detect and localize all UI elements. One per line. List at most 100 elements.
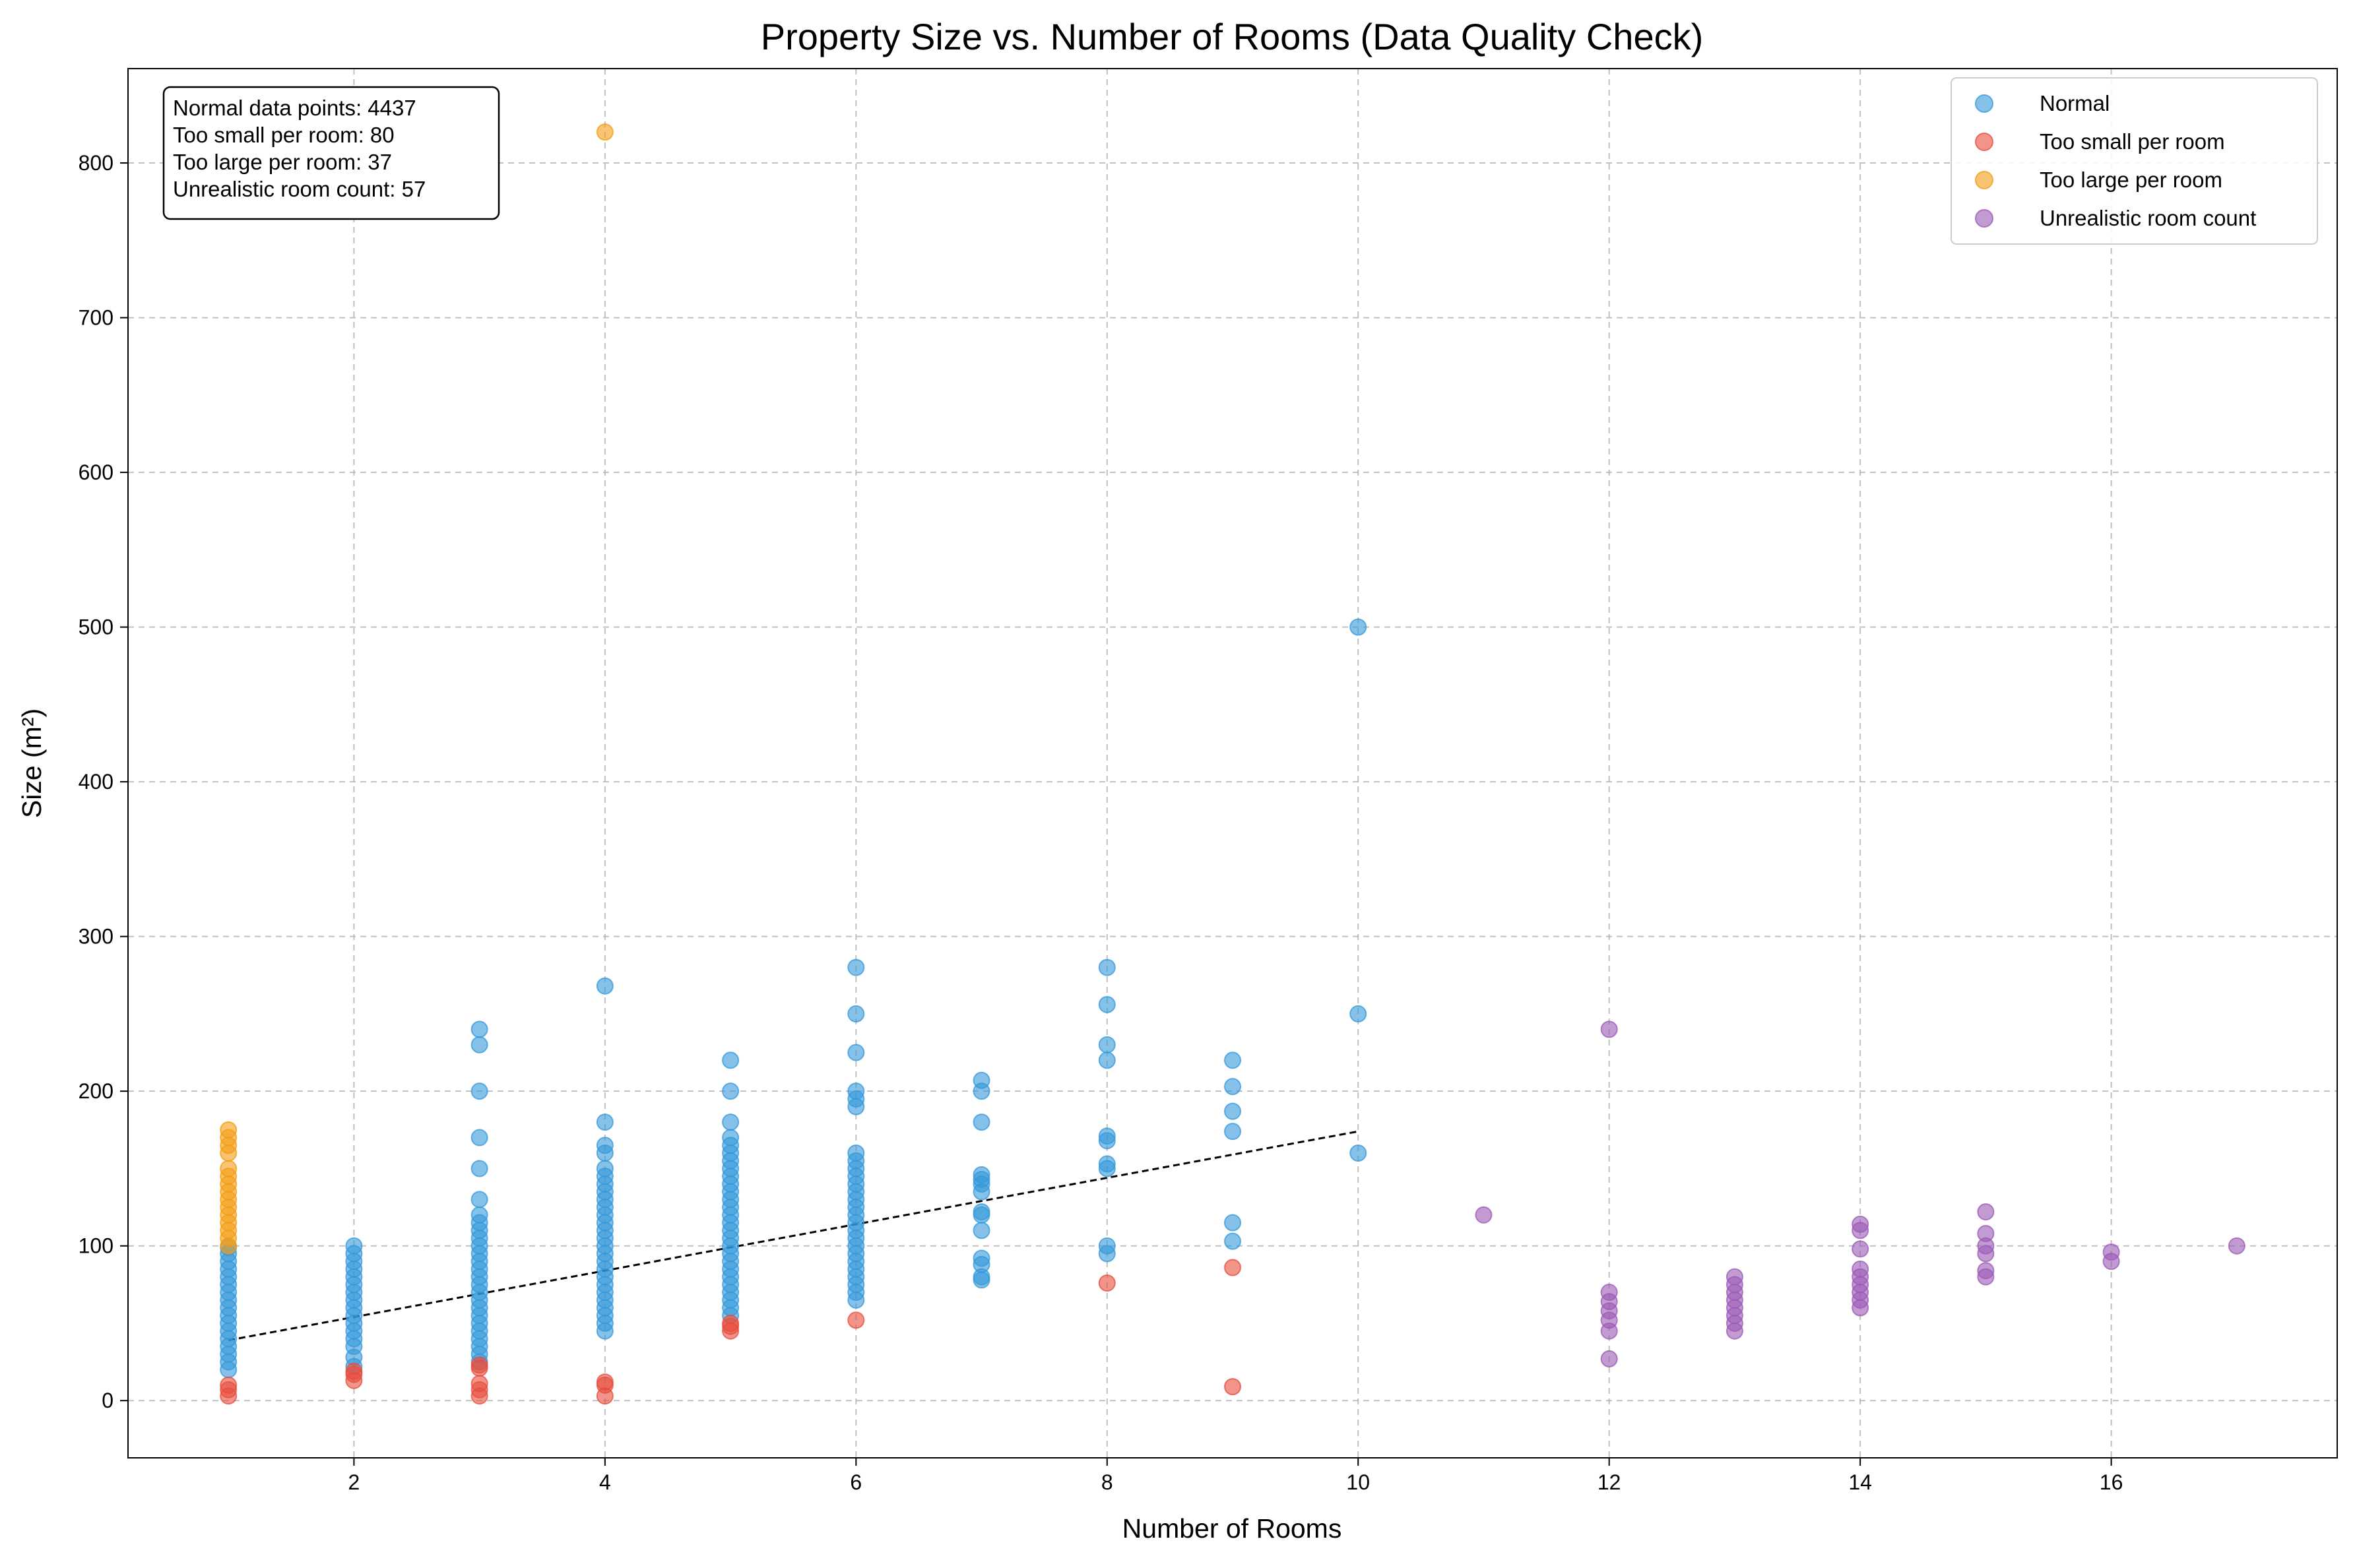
data-point [1098,958,1116,976]
data-point [973,1249,990,1267]
data-point [1977,1203,1995,1221]
data-point [722,1051,740,1069]
x-tick-label: 14 [1848,1470,1872,1494]
data-point [1224,1378,1241,1396]
y-tick-label: 800 [79,151,113,175]
legend-label: Unrealistic room count [2040,206,2256,230]
data-point [470,1356,488,1374]
data-point [722,1314,740,1332]
data-point [220,1160,238,1177]
data-point [973,1071,990,1089]
data-point [973,1166,990,1183]
y-tick-label: 0 [102,1389,113,1412]
data-point [722,1129,740,1146]
data-point [1224,1214,1241,1232]
data-point [596,1137,614,1154]
legend-label: Normal [2040,91,2110,115]
data-point [1349,618,1367,636]
data-point [847,1082,865,1100]
axis-ticks: 2 4 6 8 10 12 14 16 0 100 200 300 400 500 600 700 800 [79,151,2123,1494]
data-point [596,1160,614,1177]
y-tick-label: 600 [79,460,113,484]
legend-marker [1975,171,1993,189]
data-point [470,1129,488,1146]
data-point [973,1203,990,1221]
data-point [1600,1284,1618,1301]
data-point [470,1020,488,1038]
data-point [847,1311,865,1329]
y-tick-label: 100 [79,1234,113,1258]
data-point [1098,1237,1116,1255]
data-point [470,1206,488,1224]
stats-line: Too small per room: 80 [173,123,395,147]
x-tick-label: 2 [348,1470,360,1494]
data-point [345,1237,363,1255]
data-point [973,1222,990,1239]
legend: Normal Too small per room Too large per ro… [1951,77,2318,245]
data-point [1349,1144,1367,1162]
series-too-small-per-room [220,1259,1241,1405]
data-point [1349,1005,1367,1022]
y-tick-label: 500 [79,615,113,639]
data-point [847,1044,865,1061]
data-point [345,1362,363,1380]
data-point [722,1113,740,1131]
x-tick-label: 8 [1101,1470,1113,1494]
data-point [1224,1102,1241,1120]
y-tick-label: 300 [79,925,113,949]
data-point [1726,1268,1743,1286]
x-tick-label: 12 [1598,1470,1621,1494]
data-point [973,1113,990,1131]
data-point [596,1373,614,1391]
data-point [1852,1240,1869,1258]
data-points [220,123,2245,1405]
data-point [1977,1262,1995,1280]
stats-line: Unrealistic room count: 57 [173,177,426,201]
stats-box: Normal data points: 4437 Too small per ro… [162,86,500,220]
data-point [470,1375,488,1393]
data-point [1224,1078,1241,1096]
legend-marker [1975,133,1993,151]
stats-box-frame [162,86,500,220]
data-point [1098,1155,1116,1173]
y-axis-label: Size (m²) [16,708,47,818]
data-point [596,1113,614,1131]
legend-marker [1975,94,1993,113]
y-tick-label: 700 [79,306,113,330]
data-point [1224,1259,1241,1276]
legend-label: Too small per room [2040,129,2225,154]
data-point [470,1160,488,1177]
x-tick-label: 4 [599,1470,611,1494]
data-point [2102,1243,2120,1261]
plot-frame [127,68,2338,1458]
data-point [1475,1206,1493,1224]
y-tick-label: 400 [79,770,113,794]
data-point [1098,995,1116,1013]
x-tick-label: 6 [850,1470,862,1494]
legend-frame [1951,77,2318,245]
data-point [1098,1036,1116,1053]
x-axis-label: Number of Rooms [1122,1513,1342,1544]
data-point [1852,1260,1869,1278]
x-tick-label: 10 [1346,1470,1370,1494]
stats-line: Normal data points: 4437 [173,96,416,120]
chart-title: Property Size vs. Number of Rooms (Data … [761,16,1703,57]
data-point [1852,1215,1869,1233]
x-tick-label: 16 [2100,1470,2123,1494]
data-point [220,1376,238,1394]
data-point [2228,1237,2245,1255]
data-point [847,958,865,976]
series-too-large-per-room [220,123,614,1255]
stats-line: Too large per room: 37 [173,150,392,174]
data-point [847,1005,865,1022]
data-point [470,1082,488,1100]
data-point [1977,1224,1995,1242]
series-normal [220,618,1367,1379]
data-point [1600,1350,1618,1367]
data-point [470,1191,488,1208]
data-point [470,1036,488,1053]
data-point [1224,1123,1241,1141]
data-point [596,977,614,995]
trendline-path [228,1130,1359,1342]
